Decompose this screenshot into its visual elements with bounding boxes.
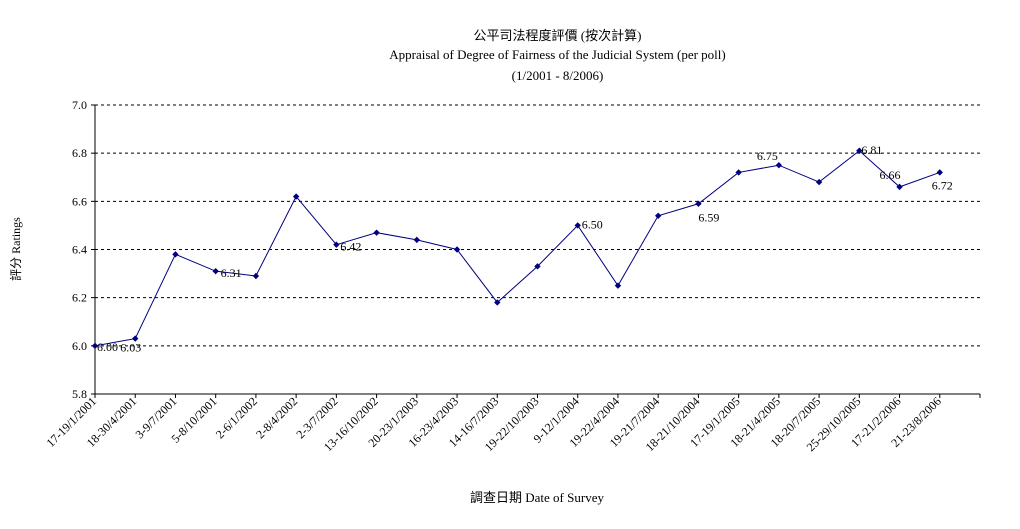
- y-axis-label: 評分 Ratings: [8, 217, 23, 281]
- y-tick-label: 6.2: [72, 291, 87, 305]
- x-tick-label: 2-8/4/2002: [253, 394, 300, 441]
- data-label: 6.75: [757, 149, 778, 163]
- y-tick-label: 6.0: [72, 339, 87, 353]
- data-point: [494, 299, 501, 306]
- data-labels: 6.00 6.03 6.31 6.42 6.50 6.59 6.75 6.81 6.66 6.72: [97, 143, 953, 355]
- data-label: 6.31: [221, 266, 242, 280]
- data-point: [172, 251, 179, 258]
- data-point: [91, 342, 99, 350]
- data-point: [614, 282, 622, 289]
- y-tick-label: 7.0: [72, 98, 87, 112]
- series-markers: [91, 147, 943, 350]
- y-tick-label: 6.4: [72, 243, 87, 257]
- data-point: [815, 178, 823, 186]
- series-line: [94, 150, 940, 347]
- data-label: 6.42: [340, 240, 361, 254]
- data-point: [654, 212, 662, 219]
- data-label: 6.00: [97, 340, 118, 354]
- data-point: [574, 222, 581, 229]
- y-tick-label: 6.6: [72, 194, 87, 208]
- chart-subtitle: Appraisal of Degree of Fairness of the J…: [389, 47, 726, 62]
- chart-title: 公平司法程度評價 (按次計算): [473, 28, 642, 43]
- data-label: 6.59: [698, 211, 719, 225]
- data-label: 6.72: [932, 178, 953, 192]
- data-point: [373, 229, 380, 236]
- data-point: [695, 200, 702, 207]
- data-label: 6.81: [861, 143, 882, 157]
- data-point: [252, 272, 260, 280]
- data-point: [936, 169, 943, 176]
- x-axis-label: 調查日期 Date of Survey: [470, 490, 604, 505]
- data-label: 6.66: [880, 168, 901, 182]
- chart-period: (1/2001 - 8/2006): [511, 68, 604, 83]
- data-point: [735, 169, 742, 176]
- data-point: [896, 183, 903, 191]
- data-point: [413, 236, 421, 244]
- y-tick-label: 5.8: [72, 387, 87, 401]
- data-label: 6.03: [120, 341, 141, 355]
- gridlines: [95, 104, 980, 347]
- data-point: [333, 241, 340, 248]
- data-point: [212, 267, 219, 275]
- data-point: [856, 147, 863, 154]
- data-point: [534, 263, 541, 270]
- data-label: 6.50: [582, 217, 603, 231]
- data-point: [775, 162, 783, 169]
- y-tick-label: 6.8: [72, 146, 87, 160]
- x-ticks: 17-19/1/200118-30/4/20013-9/7/20015-8/10…: [43, 394, 981, 454]
- x-tick-label: 2-6/1/2002: [213, 394, 260, 441]
- y-ticks: 5.8 6.0 6.2 6.4 6.6 6.8 7.0: [72, 98, 95, 401]
- data-point: [292, 193, 300, 200]
- data-point: [132, 335, 139, 342]
- data-point: [453, 246, 461, 253]
